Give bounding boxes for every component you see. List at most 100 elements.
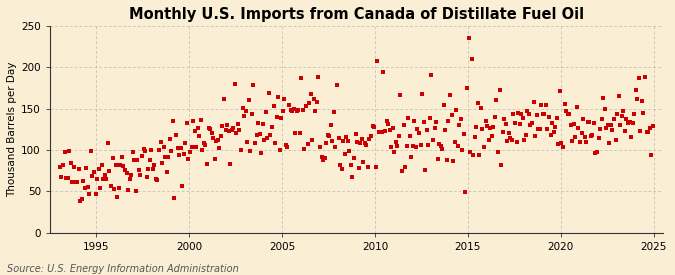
Point xyxy=(564,111,574,116)
Point xyxy=(290,130,300,135)
Point xyxy=(562,112,573,116)
Point xyxy=(480,119,491,123)
Point xyxy=(65,161,76,166)
Point xyxy=(248,83,259,87)
Point xyxy=(154,148,165,152)
Point xyxy=(195,118,206,122)
Point xyxy=(293,108,304,112)
Point xyxy=(128,150,138,155)
Point xyxy=(70,179,81,184)
Point xyxy=(580,139,591,144)
Point xyxy=(338,139,348,143)
Point xyxy=(633,75,644,80)
Point xyxy=(574,139,585,144)
Point xyxy=(172,146,183,150)
Point xyxy=(88,170,99,174)
Point xyxy=(589,120,599,125)
Point xyxy=(157,161,167,166)
Point xyxy=(165,137,176,142)
Point xyxy=(638,111,649,116)
Point xyxy=(324,134,335,138)
Point xyxy=(92,177,103,181)
Point xyxy=(124,177,135,181)
Point xyxy=(626,135,637,140)
Point xyxy=(371,164,381,169)
Point xyxy=(262,136,273,140)
Point xyxy=(236,148,246,153)
Point xyxy=(535,127,545,131)
Point xyxy=(331,83,342,88)
Point xyxy=(251,133,262,138)
Point xyxy=(551,116,562,120)
Point xyxy=(342,139,353,144)
Point xyxy=(543,115,554,119)
Point xyxy=(250,141,261,145)
Point xyxy=(610,138,621,142)
Point xyxy=(410,144,421,149)
Point xyxy=(240,109,251,113)
Point xyxy=(364,137,375,141)
Point xyxy=(217,124,228,128)
Point xyxy=(485,126,495,130)
Point xyxy=(93,167,104,171)
Point xyxy=(215,134,226,139)
Point xyxy=(511,140,522,144)
Point xyxy=(525,123,536,128)
Point xyxy=(117,155,128,159)
Point xyxy=(483,138,494,142)
Point xyxy=(398,123,409,127)
Point xyxy=(73,167,84,172)
Point xyxy=(630,88,641,93)
Point xyxy=(533,126,543,131)
Point xyxy=(329,109,340,114)
Point xyxy=(372,59,383,64)
Point xyxy=(149,163,160,167)
Point xyxy=(279,97,290,101)
Point xyxy=(239,113,250,118)
Point xyxy=(637,99,647,103)
Point xyxy=(146,148,157,152)
Point xyxy=(373,130,384,134)
Point xyxy=(237,106,248,111)
Point xyxy=(110,163,121,167)
Point xyxy=(62,176,73,180)
Point xyxy=(367,124,378,128)
Point xyxy=(632,97,643,101)
Point xyxy=(144,158,155,162)
Point xyxy=(245,148,256,153)
Point xyxy=(505,136,516,140)
Point xyxy=(452,144,463,148)
Point xyxy=(530,134,541,138)
Point xyxy=(115,163,126,167)
Point xyxy=(346,163,356,167)
Point xyxy=(81,166,92,170)
Point xyxy=(379,129,390,133)
Point xyxy=(268,104,279,108)
Point xyxy=(231,131,242,135)
Point xyxy=(214,146,225,150)
Point xyxy=(360,141,371,145)
Point xyxy=(383,122,394,127)
Point xyxy=(375,130,385,134)
Point xyxy=(479,145,489,149)
Point xyxy=(203,126,214,130)
Point xyxy=(434,141,445,146)
Point xyxy=(80,186,90,190)
Title: Monthly U.S. Imports from Canada of Distillate Fuel Oil: Monthly U.S. Imports from Canada of Dist… xyxy=(129,7,584,22)
Point xyxy=(635,129,646,133)
Point xyxy=(271,115,282,119)
Point xyxy=(311,100,322,104)
Point xyxy=(516,112,526,117)
Point xyxy=(474,153,485,158)
Point xyxy=(84,192,95,196)
Point xyxy=(567,139,578,144)
Point xyxy=(394,134,404,138)
Point xyxy=(438,103,449,108)
Point xyxy=(539,112,550,117)
Point xyxy=(171,133,182,137)
Point xyxy=(103,141,113,145)
Point xyxy=(475,106,486,110)
Point xyxy=(158,145,169,150)
Point xyxy=(460,190,471,194)
Point xyxy=(522,109,533,114)
